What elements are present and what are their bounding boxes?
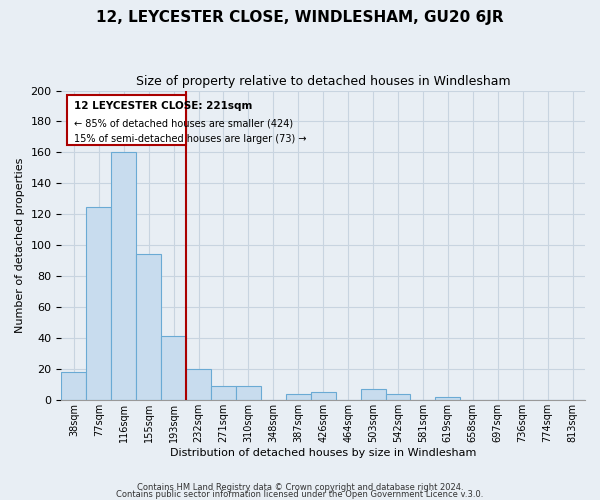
- Text: Contains HM Land Registry data © Crown copyright and database right 2024.: Contains HM Land Registry data © Crown c…: [137, 484, 463, 492]
- Bar: [111, 152, 136, 400]
- Bar: [311, 392, 335, 400]
- Bar: [61, 372, 86, 400]
- Bar: [86, 206, 111, 400]
- FancyBboxPatch shape: [67, 95, 186, 144]
- Bar: [211, 386, 236, 400]
- Bar: [386, 394, 410, 400]
- Bar: [361, 389, 386, 400]
- Bar: [136, 254, 161, 400]
- Y-axis label: Number of detached properties: Number of detached properties: [15, 158, 25, 333]
- Bar: [161, 336, 186, 400]
- Bar: [286, 394, 311, 400]
- Bar: [436, 396, 460, 400]
- Text: 15% of semi-detached houses are larger (73) →: 15% of semi-detached houses are larger (…: [74, 134, 307, 144]
- Bar: [236, 386, 261, 400]
- Text: 12, LEYCESTER CLOSE, WINDLESHAM, GU20 6JR: 12, LEYCESTER CLOSE, WINDLESHAM, GU20 6J…: [96, 10, 504, 25]
- Text: ← 85% of detached houses are smaller (424): ← 85% of detached houses are smaller (42…: [74, 118, 293, 128]
- Bar: [186, 369, 211, 400]
- Title: Size of property relative to detached houses in Windlesham: Size of property relative to detached ho…: [136, 75, 511, 88]
- Text: 12 LEYCESTER CLOSE: 221sqm: 12 LEYCESTER CLOSE: 221sqm: [74, 102, 253, 112]
- Text: Contains public sector information licensed under the Open Government Licence v.: Contains public sector information licen…: [116, 490, 484, 499]
- X-axis label: Distribution of detached houses by size in Windlesham: Distribution of detached houses by size …: [170, 448, 476, 458]
